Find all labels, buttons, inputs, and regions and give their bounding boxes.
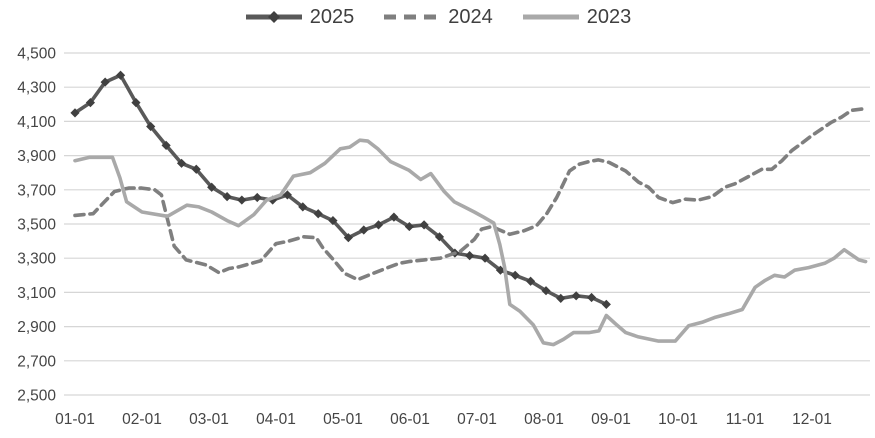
y-axis-tick-label: 3,100 <box>17 285 56 302</box>
legend: 2025 2024 2023 <box>0 2 875 32</box>
series-line-2023 <box>73 138 868 347</box>
legend-item-2025: 2025 <box>244 6 355 28</box>
legend-swatch-2023 <box>522 14 579 20</box>
y-axis-tick-label: 2,700 <box>17 353 56 370</box>
legend-swatch-2024 <box>384 14 441 20</box>
y-axis-tick-label: 4,100 <box>17 114 56 131</box>
legend-swatch-2025 <box>245 11 302 23</box>
x-axis-tick-label: 11-01 <box>726 411 765 428</box>
x-axis-tick-label: 05-01 <box>323 411 363 428</box>
y-axis-tick-label: 3,900 <box>17 148 56 165</box>
y-axis-tick-label: 3,700 <box>17 182 56 199</box>
series-line-2024 <box>73 106 868 282</box>
x-axis-tick-label: 04-01 <box>256 411 296 428</box>
y-axis-tick-label: 2,900 <box>17 319 56 336</box>
legend-label-2023: 2023 <box>586 6 632 28</box>
legend-label-2025: 2025 <box>309 6 355 28</box>
x-axis-tick-label: 03-01 <box>189 411 229 428</box>
x-axis-tick-label: 01-01 <box>55 411 95 428</box>
y-axis-tick-label: 3,500 <box>17 217 56 234</box>
x-axis-tick-label: 10-01 <box>658 411 698 428</box>
y-axis-tick-label: 3,300 <box>17 251 56 268</box>
x-axis-tick-label: 07-01 <box>457 411 497 428</box>
x-axis-tick-label: 06-01 <box>390 411 430 428</box>
y-axis-tick-label: 4,500 <box>17 46 56 63</box>
x-axis-tick-label: 02-01 <box>122 411 162 428</box>
y-axis-tick-label: 4,300 <box>17 80 56 97</box>
x-axis-tick-label: 12-01 <box>792 411 832 428</box>
x-axis-tick-label: 08-01 <box>524 411 564 428</box>
y-axis-tick-label: 2,500 <box>17 388 56 405</box>
x-axis-tick-label: 09-01 <box>591 411 631 428</box>
legend-item-2023: 2023 <box>521 6 632 28</box>
legend-label-2024: 2024 <box>448 6 493 28</box>
legend-item-2024: 2024 <box>382 7 493 27</box>
legend-marker-diamond <box>267 11 280 23</box>
